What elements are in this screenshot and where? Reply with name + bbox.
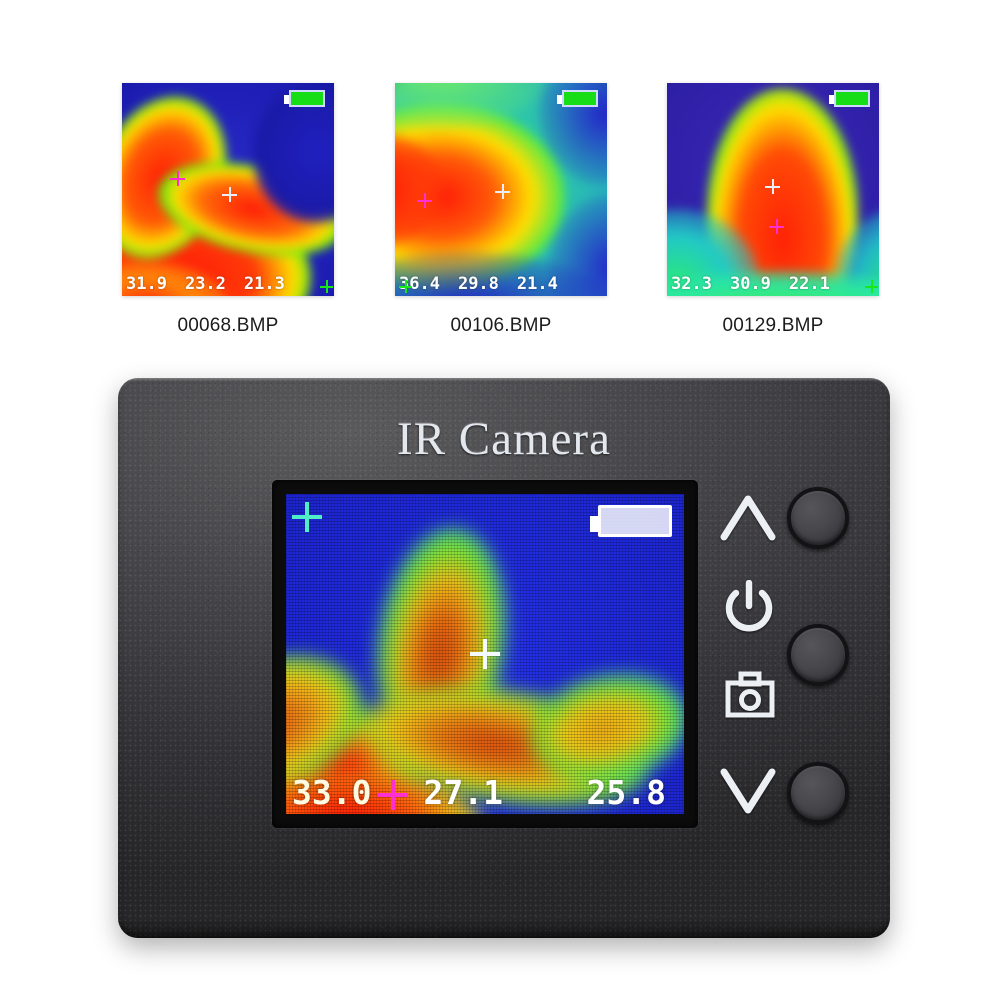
temp-min: 21.3 — [243, 274, 285, 294]
page-title: IR Camera — [397, 413, 611, 465]
hot-spot-crosshair — [769, 219, 784, 234]
temp-max: 36.4 — [399, 274, 440, 294]
hot-spot-crosshair — [378, 780, 408, 810]
thumbnail-item-2[interactable]: 36.4 29.8 21.4 00106.BMP — [395, 83, 607, 336]
temp-min: 25.8 — [586, 773, 666, 812]
center-crosshair — [222, 187, 237, 202]
thermal-gradient-1 — [122, 83, 334, 296]
thermal-image-3[interactable]: 32.3 30.9 22.1 — [667, 83, 879, 296]
temp-center: 27.1 — [423, 773, 503, 812]
power-icon[interactable] — [723, 579, 775, 640]
thumbnail-filename-2: 00106.BMP — [450, 315, 552, 336]
chevron-down-icon[interactable] — [718, 766, 778, 823]
screen-bezel: 33.0 27.1 25.8 — [272, 480, 698, 828]
temp-min: 22.1 — [788, 274, 830, 294]
temperature-readout-1: 31.9 23.2 21.3 — [122, 274, 334, 294]
thermal-gradient-2 — [395, 83, 607, 296]
thermal-image-2[interactable]: 36.4 29.8 21.4 — [395, 83, 607, 296]
battery-icon — [284, 90, 325, 107]
up-button[interactable] — [787, 487, 849, 549]
hot-spot-crosshair — [170, 171, 185, 186]
temperature-readout-main: 33.0 27.1 25.8 — [286, 773, 684, 812]
temp-max: 32.3 — [671, 274, 712, 294]
temp-center: 30.9 — [729, 274, 771, 294]
cold-spot-crosshair — [320, 280, 333, 293]
temp-min: 21.4 — [516, 274, 558, 294]
power-button[interactable] — [787, 624, 849, 686]
device-bottom-shadow — [118, 918, 890, 938]
temp-max: 31.9 — [126, 274, 167, 294]
cold-spot-crosshair — [865, 280, 878, 293]
temperature-readout-3: 32.3 30.9 22.1 — [667, 274, 879, 294]
down-button[interactable] — [787, 762, 849, 824]
center-crosshair — [470, 639, 500, 669]
temp-max: 33.0 — [292, 773, 372, 812]
thumbnail-item-3[interactable]: 32.3 30.9 22.1 00129.BMP — [667, 83, 879, 336]
temperature-readout-2: 36.4 29.8 21.4 — [395, 274, 607, 294]
thumbnail-item-1[interactable]: 31.9 23.2 21.3 00068.BMP — [122, 83, 334, 336]
thermal-display[interactable]: 33.0 27.1 25.8 — [286, 494, 684, 814]
hot-spot-crosshair — [417, 193, 432, 208]
temp-center: 23.2 — [184, 274, 226, 294]
camera-icon[interactable] — [724, 671, 776, 724]
cold-spot-crosshair — [399, 280, 412, 293]
thermal-gradient-3 — [667, 83, 879, 296]
battery-icon — [590, 505, 672, 537]
chevron-up-icon[interactable] — [718, 491, 778, 548]
center-crosshair — [765, 179, 780, 194]
thermal-image-1[interactable]: 31.9 23.2 21.3 — [122, 83, 334, 296]
battery-icon — [829, 90, 870, 107]
cold-spot-crosshair — [292, 502, 322, 532]
thumbnail-filename-3: 00129.BMP — [722, 315, 824, 336]
thumbnail-filename-1: 00068.BMP — [177, 315, 279, 336]
ir-camera-device: IR Camera — [118, 378, 890, 938]
battery-icon — [557, 90, 598, 107]
device-top-highlight — [118, 378, 890, 381]
temp-center: 29.8 — [457, 274, 499, 294]
center-crosshair — [495, 184, 510, 199]
